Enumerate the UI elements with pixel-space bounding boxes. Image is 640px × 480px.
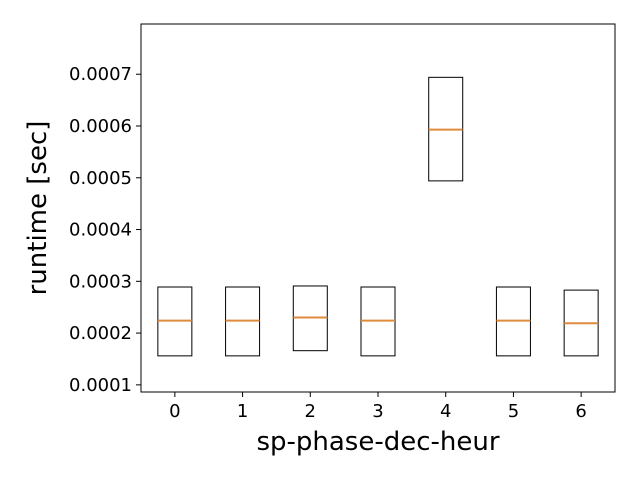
y-tick-label: 0.0006 bbox=[69, 116, 132, 137]
x-tick-label: 4 bbox=[440, 401, 451, 422]
y-tick-label: 0.0004 bbox=[69, 220, 132, 241]
box-series bbox=[157, 76, 599, 357]
plot-frame bbox=[140, 23, 616, 393]
x-tick-label: 2 bbox=[305, 401, 316, 422]
x-axis-ticks: 0 1 2 3 4 5 6 bbox=[169, 392, 587, 422]
y-axis-label: runtime [sec] bbox=[23, 121, 53, 296]
y-tick-label: 0.0002 bbox=[69, 323, 132, 344]
y-axis-ticks: 0.0001 0.0002 0.0003 0.0004 0.0005 0.0006 0.00… bbox=[69, 64, 141, 396]
x-tick-label: 3 bbox=[372, 401, 383, 422]
y-tick-label: 0.0005 bbox=[69, 168, 132, 189]
x-tick-label: 1 bbox=[237, 401, 248, 422]
y-tick-label: 0.0007 bbox=[69, 64, 132, 85]
y-tick-label: 0.0003 bbox=[69, 271, 132, 292]
x-tick-label: 5 bbox=[508, 401, 519, 422]
y-tick-label: 0.0001 bbox=[69, 375, 132, 396]
x-tick-label: 6 bbox=[575, 401, 586, 422]
x-tick-label: 0 bbox=[169, 401, 180, 422]
x-axis-label: sp-phase-dec-heur bbox=[256, 427, 499, 457]
